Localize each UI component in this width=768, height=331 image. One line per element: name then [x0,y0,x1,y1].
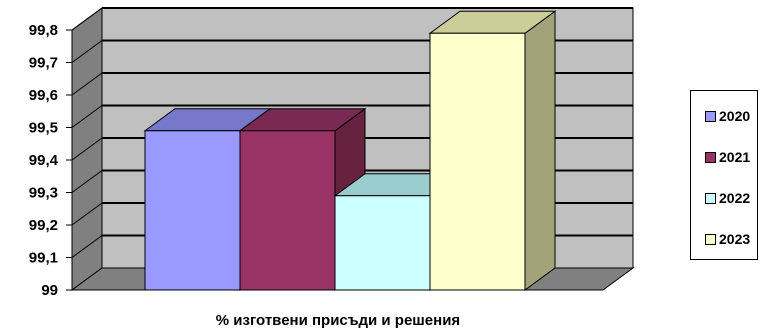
gridline-side [71,170,103,193]
bar-front-2023 [429,32,526,291]
legend: 2020 2021 2022 2023 [690,90,758,260]
bar-2023 [428,10,557,291]
legend-label-2021: 2021 [719,149,751,165]
legend-label-2022: 2022 [719,190,751,206]
legend-label-2020: 2020 [719,108,751,124]
y-axis: 99 99,1 99,2 99,3 99,4 99,5 99,6 99,7 99,8 [29,22,73,299]
y-tick-label: 99,6 [29,87,58,104]
y-tick-label: 99,3 [29,185,58,202]
gridline-side [71,235,103,258]
y-tick-label: 99,4 [29,152,59,169]
bars [143,10,557,291]
bar-front-2021 [239,130,336,291]
legend-swatch-2023 [705,233,716,245]
gridline-side [71,202,103,226]
gridline-side [71,72,103,96]
legend-item-2023: 2023 [705,231,750,247]
legend-swatch-2022 [705,192,716,204]
gridline-side [71,137,103,161]
y-tick-label: 99,8 [29,22,58,39]
legend-swatch-2021 [705,151,716,163]
gridline-side [71,40,103,63]
legend-item-2020: 2020 [705,108,750,124]
x-axis-label: % изготвени присъди и решения [216,312,460,329]
y-tick-label: 99,2 [29,217,58,234]
legend-item-2022: 2022 [705,190,750,206]
bar-front-2022 [334,195,431,291]
y-tick-label: 99 [41,282,58,299]
legend-item-2021: 2021 [705,149,750,165]
legend-label-2023: 2023 [719,231,751,247]
y-tick-label: 99,1 [29,250,58,267]
gridline-side [71,105,103,128]
y-tick-label: 99,5 [29,120,58,137]
legend-swatch-2020 [705,110,716,122]
y-tick-label: 99,7 [29,55,58,72]
gridline-side [71,7,103,31]
bar-side-2023 [524,10,556,291]
bar-front-2020 [144,130,241,291]
